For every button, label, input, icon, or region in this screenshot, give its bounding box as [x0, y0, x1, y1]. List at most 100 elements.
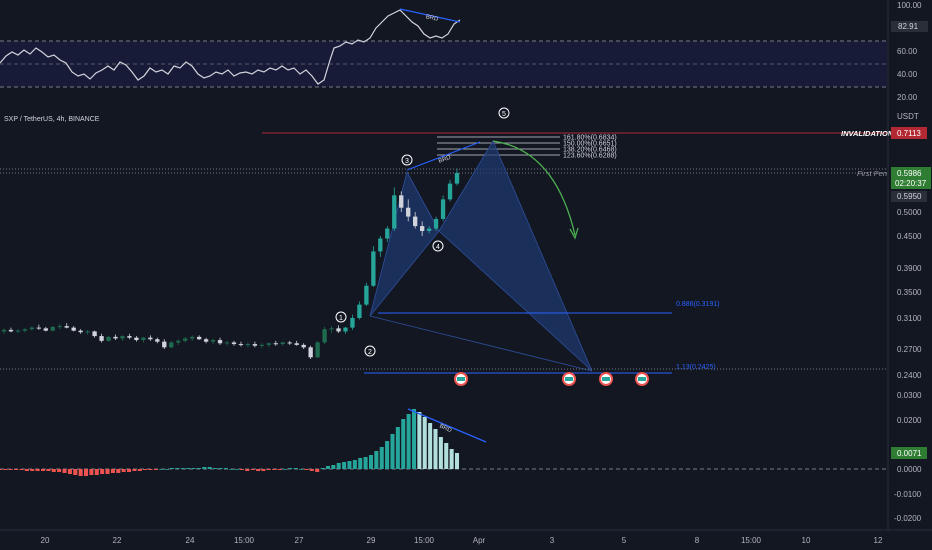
pattern-bcd-triangle [438, 140, 593, 372]
current-price-badge [891, 167, 931, 189]
histogram-bar [411, 409, 417, 469]
macd-tick: 0.0300 [897, 391, 922, 400]
event-marker-1[interactable] [454, 372, 468, 386]
histogram-bar [352, 460, 357, 469]
histogram-bar [89, 469, 94, 475]
candle [141, 336, 146, 343]
price-tick: 0.3100 [897, 314, 922, 323]
time-tick: Apr [473, 536, 486, 545]
right-axis[interactable]: 100.00 82.91 60.00 40.00 20.00 USDT 0.71… [887, 0, 931, 530]
histogram-bar [196, 468, 201, 469]
histogram-bar [395, 427, 400, 469]
candle [454, 168, 460, 186]
histogram-bar [234, 469, 239, 470]
histogram-bar [202, 467, 207, 469]
time-tick: 10 [802, 536, 811, 545]
candle [371, 246, 376, 287]
candle [252, 341, 258, 348]
histogram-bar [100, 469, 105, 474]
candle [8, 327, 14, 333]
histogram-bar [422, 417, 427, 469]
price-tick: 0.2700 [897, 345, 922, 354]
histogram-bar [62, 469, 67, 473]
invalidation-label: INVALIDATION [841, 129, 894, 138]
candle [413, 212, 418, 229]
time-axis[interactable]: 20 22 24 15:00 27 29 15:00 Apr 3 5 8 15:00 10 12 [0, 529, 932, 545]
macd-current-value: 0.0071 [897, 449, 922, 458]
macd-histogram [0, 409, 460, 476]
candle [224, 340, 230, 346]
time-tick: 5 [622, 536, 627, 545]
macd-tick: -0.0100 [894, 490, 922, 499]
first-pen-label: First Pen [857, 169, 887, 178]
candle [29, 326, 35, 331]
histogram-bar [266, 469, 271, 470]
histogram-bar [40, 469, 46, 471]
event-marker-4[interactable] [635, 372, 649, 386]
histogram-bar [153, 469, 158, 470]
invalidation-badge [891, 127, 927, 139]
candle [336, 325, 341, 333]
event-marker-3[interactable] [599, 372, 613, 386]
histogram-bar [223, 468, 228, 469]
histogram-bar [417, 412, 422, 469]
candle [78, 329, 83, 334]
histogram-bar [24, 469, 29, 471]
svg-text:2: 2 [368, 349, 372, 356]
wave-label-3: 3 [401, 154, 413, 166]
rsi-tick: 40.00 [897, 70, 918, 79]
time-tick: 15:00 [741, 536, 762, 545]
price-tick: 0.3500 [897, 288, 922, 297]
histogram-bar [46, 469, 51, 471]
candle [308, 345, 313, 360]
rsi-divergence-label: BRD [425, 14, 439, 23]
histogram-bar [239, 469, 244, 470]
histogram-bar [368, 455, 373, 469]
wave-label-4: 4 [432, 240, 444, 252]
histogram-bar [213, 468, 218, 469]
candle [294, 340, 299, 346]
price-tick: 0.3900 [897, 264, 922, 273]
projection-arc [492, 140, 576, 236]
histogram-bar [288, 468, 293, 469]
candle [287, 340, 292, 345]
secondary-price-badge [891, 191, 927, 202]
time-tick: 12 [874, 536, 883, 545]
histogram-bar [272, 469, 277, 470]
histogram-bar [164, 469, 169, 470]
macd-tick: -0.0200 [894, 514, 922, 523]
histogram-bar [315, 469, 320, 472]
time-tick: 24 [186, 536, 195, 545]
histogram-bar [229, 469, 234, 470]
candle [113, 334, 118, 341]
histogram-bar [110, 469, 115, 473]
histogram-bar [245, 469, 250, 471]
candle [196, 335, 202, 341]
histogram-bar [433, 429, 438, 469]
time-tick: 22 [113, 536, 122, 545]
histogram-bar [379, 447, 384, 469]
histogram-bar [175, 468, 180, 469]
candle [162, 339, 167, 349]
candle [57, 323, 62, 330]
histogram-bar [14, 469, 19, 470]
price-tick: 0.4500 [897, 232, 922, 241]
wave-label-5: 5 [498, 107, 510, 119]
candle [120, 335, 125, 341]
svg-text:1: 1 [339, 315, 343, 322]
event-marker-2[interactable] [562, 372, 576, 386]
candle [433, 216, 439, 231]
time-tick: 8 [695, 536, 700, 545]
histogram-bar [207, 467, 212, 469]
price-pane: SXP / TetherUS, 4h, BINANCE INVALIDATION… [0, 107, 894, 386]
candle [22, 328, 28, 333]
candle [343, 326, 348, 334]
wave-label-2: 2 [364, 345, 376, 357]
histogram-bar [401, 419, 406, 469]
candle [148, 335, 153, 341]
level-0886-label: 0.886(0.3191) [676, 301, 720, 308]
price-divergence-label: BRD [438, 155, 453, 165]
candle [364, 282, 369, 306]
